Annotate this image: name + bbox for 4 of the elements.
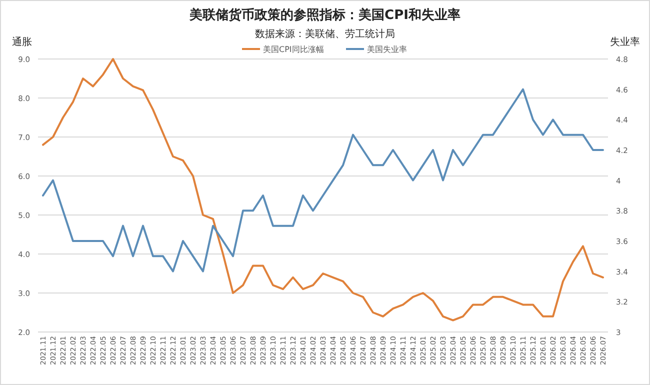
y2label: 失业率 <box>610 37 640 48</box>
title: 美联储货币政策的参照指标：美国CPI和失业率 <box>190 8 460 23</box>
subtitle: 数据来源：美联储、劳工统计局 <box>255 29 395 40</box>
ylabel: 通胀 <box>12 37 32 48</box>
